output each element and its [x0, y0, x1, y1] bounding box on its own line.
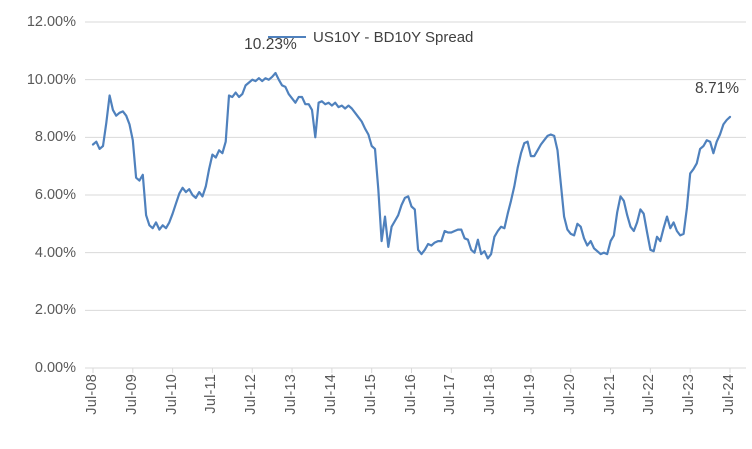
x-tick-label: Jul-17 — [442, 374, 459, 415]
legend-series-label: US10Y - BD10Y Spread — [313, 28, 474, 46]
x-tick-label: Jul-12 — [243, 374, 260, 415]
legend: US10Y - BD10Y Spread — [268, 27, 473, 47]
x-tick-label: Jul-16 — [402, 374, 419, 415]
y-tick-label: 0.00% — [34, 360, 76, 376]
x-tick-label: Jul-21 — [601, 374, 618, 415]
x-tick-label: Jul-14 — [322, 374, 339, 415]
x-tick-label: Jul-18 — [482, 374, 499, 415]
x-tick-label: Jul-10 — [163, 374, 180, 415]
y-tick-label: 8.00% — [34, 129, 76, 146]
legend-line-sample — [268, 36, 306, 38]
x-tick-label: Jul-11 — [203, 374, 220, 414]
series-line-us10y-bd10y-spread — [91, 71, 732, 260]
x-tick-label: Jul-09 — [123, 374, 140, 415]
data-label-peak: 10.23% — [244, 36, 297, 54]
x-tick-label: Jul-15 — [362, 374, 379, 415]
y-tick-label: 12.00% — [26, 14, 76, 30]
y-tick-label: 2.00% — [34, 302, 76, 319]
y-tick-label: 6.00% — [34, 187, 76, 203]
x-tick-label: Jul-13 — [283, 374, 300, 415]
x-tick-label: Jul-20 — [561, 374, 578, 415]
y-tick-label: 10.00% — [26, 71, 76, 88]
data-label-latest: 8.71% — [695, 79, 739, 97]
x-tick-label: Jul-19 — [521, 374, 538, 415]
x-tick-label: Jul-08 — [84, 374, 100, 415]
x-tick-label: Jul-23 — [681, 374, 698, 415]
y-tick-label: 4.00% — [34, 244, 76, 261]
x-tick-label: Jul-22 — [641, 374, 658, 415]
x-tick-label: Jul-24 — [721, 374, 737, 415]
